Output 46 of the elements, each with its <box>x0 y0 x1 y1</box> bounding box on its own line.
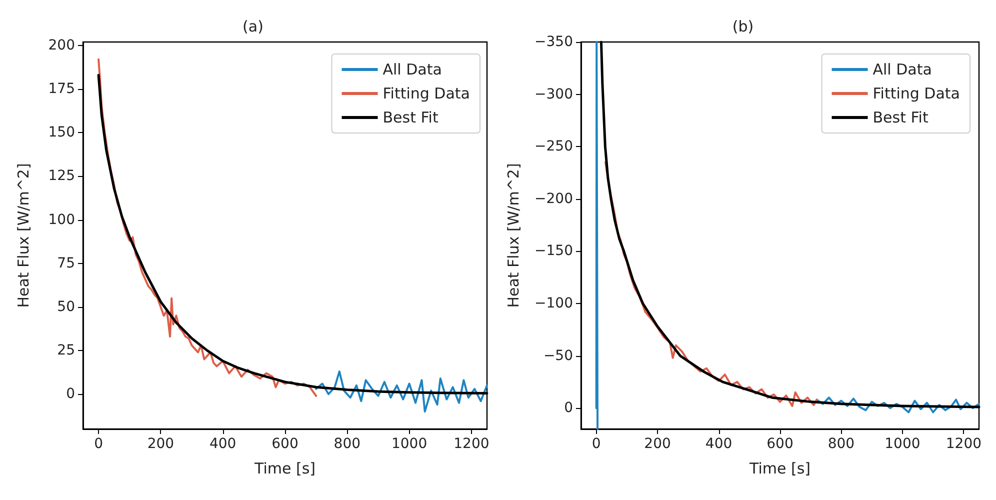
y-tick-label: −150 <box>534 243 573 260</box>
line-series <box>98 58 318 397</box>
x-axis-title: Time [s] <box>254 460 316 478</box>
x-tick-label: 1000 <box>884 436 920 452</box>
y-tick-label: 25 <box>57 342 75 359</box>
y-tick-label: −250 <box>534 138 573 155</box>
x-tick-label: 0 <box>592 436 601 452</box>
legend-label: Fitting Data <box>872 84 960 102</box>
y-tick-label: 175 <box>48 81 75 98</box>
y-axis-title: Heat Flux [W/m^2] <box>14 163 32 308</box>
legend-label: All Data <box>382 60 442 78</box>
y-tick-label: −100 <box>534 295 573 312</box>
y-tick-label: 200 <box>48 37 75 54</box>
chart-title: (b) <box>732 18 754 36</box>
legend-label: Best Fit <box>382 108 438 126</box>
y-tick-label: −200 <box>534 190 573 207</box>
legend-label: All Data <box>872 60 932 78</box>
y-tick-label: 75 <box>57 255 75 272</box>
x-tick-label: 0 <box>94 436 103 452</box>
legend-label: Best Fit <box>872 108 928 126</box>
y-tick-label: −300 <box>534 86 573 102</box>
legend-label: Fitting Data <box>382 84 470 102</box>
x-tick-label: 800 <box>828 436 855 452</box>
x-tick-label: 400 <box>705 436 732 452</box>
x-tick-label: 1200 <box>454 436 490 452</box>
y-tick-label: 150 <box>48 124 75 141</box>
line-series <box>315 370 488 413</box>
x-tick-label: 800 <box>334 436 361 452</box>
x-tick-label: 200 <box>147 436 174 452</box>
x-tick-label: 600 <box>766 436 794 452</box>
y-tick-label: 50 <box>57 298 75 315</box>
y-tick-label: −350 <box>534 34 573 50</box>
x-tick-label: 200 <box>644 436 671 452</box>
y-tick-label: 0 <box>66 386 75 402</box>
y-tick-label: −50 <box>543 348 573 364</box>
y-tick-label: 100 <box>48 212 75 228</box>
y-tick-label: 0 <box>564 400 573 416</box>
y-axis-title: Heat Flux [W/m^2] <box>504 163 522 308</box>
x-axis-title: Time [s] <box>748 460 810 478</box>
line-series <box>604 161 818 407</box>
x-tick-label: 1000 <box>391 436 428 452</box>
x-tick-label: 600 <box>272 436 298 452</box>
x-tick-label: 1200 <box>946 436 982 452</box>
chart-title: (a) <box>242 18 264 36</box>
x-tick-label: 400 <box>209 436 236 452</box>
y-tick-label: 125 <box>48 168 75 184</box>
